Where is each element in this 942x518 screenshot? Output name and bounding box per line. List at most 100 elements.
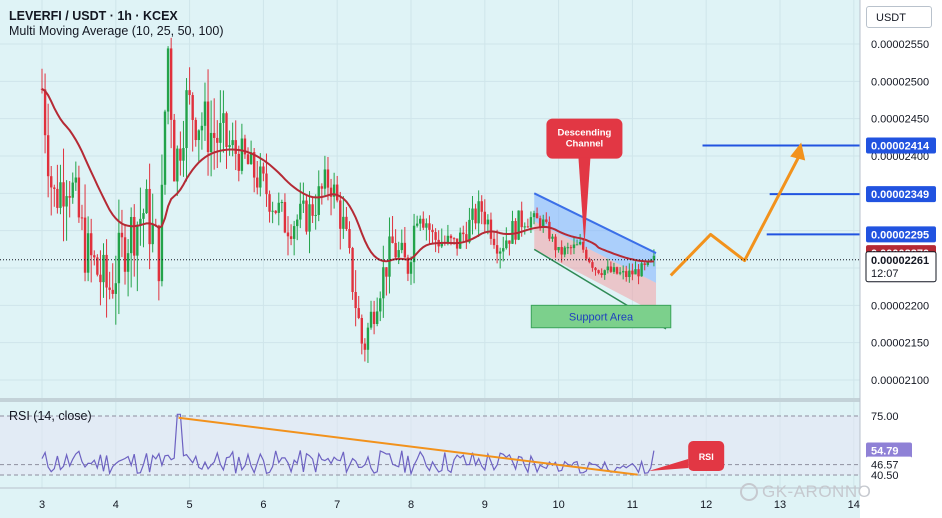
bearish-candle	[535, 213, 539, 219]
bearish-candle	[265, 173, 268, 195]
time-tick-label: 4	[113, 499, 119, 511]
bearish-candle	[520, 210, 523, 228]
time-tick-label: 9	[482, 499, 488, 511]
bullish-candle	[532, 213, 536, 218]
bearish-candle	[348, 229, 351, 249]
bullish-candle	[317, 186, 320, 215]
bullish-candle	[397, 250, 400, 258]
bullish-candle	[459, 232, 462, 249]
time-tick-label: 8	[408, 499, 414, 511]
bullish-candle	[628, 270, 631, 278]
bearish-candle	[62, 182, 65, 207]
bearish-candle	[422, 218, 425, 228]
time-tick-label: 11	[627, 499, 638, 511]
bullish-candle	[166, 48, 170, 112]
bearish-candle	[111, 289, 114, 294]
rsi-lower-label: 40.50	[871, 470, 899, 482]
bullish-candle	[446, 235, 450, 243]
price-tick-label: 0.00002150	[871, 338, 929, 350]
bullish-candle	[114, 283, 117, 294]
bearish-candle	[179, 148, 182, 161]
level-price-label: 0.00002295	[871, 229, 929, 241]
bullish-candle	[332, 184, 336, 197]
bullish-candle	[529, 217, 533, 228]
last-price-label-bg	[865, 251, 937, 283]
bullish-candle	[160, 184, 164, 282]
bullish-candle	[646, 261, 649, 265]
rsi-pane: RSI	[0, 413, 860, 477]
bullish-candle	[302, 200, 305, 204]
bearish-candle	[262, 166, 265, 174]
currency-selector[interactable]: USDT	[866, 6, 932, 28]
bullish-candle	[219, 122, 222, 143]
rsi-indicator-label[interactable]: RSI (14, close)	[9, 409, 92, 423]
watermark-text: GK-ARONNO	[762, 482, 872, 501]
time-axis-background	[0, 488, 860, 518]
bearish-candle	[462, 232, 465, 235]
time-axis: 3 4 5 6 7 8 9 10 11 12 13 14	[0, 487, 860, 518]
bullish-candle	[185, 90, 188, 149]
bearish-candle	[225, 113, 228, 148]
bearish-candle	[351, 248, 354, 293]
rsi-legend: RSI (14, close)	[9, 409, 92, 424]
bearish-candle	[123, 237, 127, 272]
bullish-candle	[578, 241, 582, 245]
bullish-candle	[71, 182, 74, 198]
bearish-candle	[452, 238, 456, 240]
bullish-candle	[652, 255, 656, 260]
bearish-candle	[53, 187, 56, 189]
channel-callout-label: Channel	[566, 139, 603, 150]
channel-upper-line	[533, 192, 657, 254]
bearish-candle	[213, 132, 216, 138]
bullish-candle	[366, 327, 370, 350]
bullish-candle	[618, 272, 622, 274]
rsi-value-label: 54.79	[871, 446, 899, 458]
bearish-candle	[191, 95, 194, 120]
price-tick-label: 0.00002400	[871, 151, 929, 163]
rsi-mid-label: 46.57	[871, 460, 899, 472]
bullish-candle	[271, 210, 274, 212]
bearish-candle	[597, 270, 600, 274]
bullish-candle	[621, 271, 625, 273]
watermark-logo-icon	[740, 483, 758, 501]
rsi-callout-pointer	[648, 459, 689, 471]
channel-callout-pointer	[578, 157, 591, 246]
moving-average-line	[41, 87, 654, 263]
bullish-candle	[603, 270, 606, 276]
bearish-candle	[68, 196, 71, 198]
time-tick-label: 6	[260, 499, 266, 511]
rsi-band	[0, 416, 860, 475]
bullish-candle	[425, 223, 428, 228]
bearish-candle	[489, 219, 493, 239]
bullish-candle	[517, 210, 520, 240]
indicator-label[interactable]: Multi Moving Average (10, 25, 50, 100)	[9, 24, 224, 38]
bullish-candle	[505, 240, 508, 249]
rsi-callout-box	[688, 441, 725, 471]
bearish-candle	[526, 226, 530, 228]
bullish-candle	[139, 218, 142, 225]
bullish-candle	[142, 213, 145, 219]
bearish-candle	[474, 208, 477, 224]
bearish-candle	[50, 176, 53, 188]
symbol-label[interactable]: LEVERFI / USDT · 1h · KCEX	[9, 9, 178, 23]
bearish-candle	[495, 245, 499, 254]
bearish-candle	[157, 225, 161, 282]
bullish-candle	[222, 113, 225, 123]
bullish-candle	[117, 232, 121, 284]
chart-legend: LEVERFI / USDT · 1h · KCEX Multi Moving …	[9, 9, 223, 39]
bearish-candle	[465, 234, 468, 243]
price-tick-label: 0.00002500	[871, 76, 929, 88]
bearish-candle	[339, 200, 342, 229]
bullish-candle	[228, 145, 231, 148]
bearish-candle	[173, 119, 176, 182]
bearish-candle	[274, 210, 277, 213]
bearish-candle	[560, 247, 563, 255]
level-price-label: 0.00002349	[871, 189, 929, 201]
bearish-candle	[120, 232, 124, 238]
bullish-candle	[203, 101, 207, 126]
bearish-candle	[357, 308, 360, 318]
bearish-candle	[286, 232, 290, 237]
bullish-candle	[126, 253, 130, 272]
bullish-candle	[323, 169, 327, 189]
